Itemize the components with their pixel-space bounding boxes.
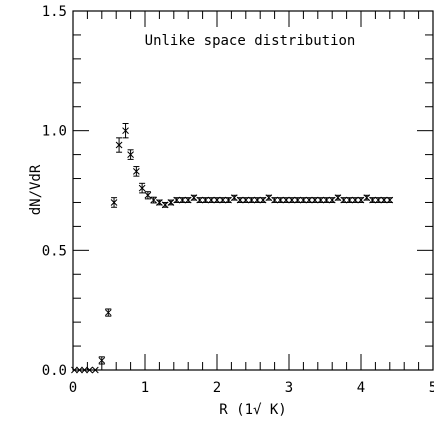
data-point <box>138 182 146 194</box>
data-point <box>71 366 78 374</box>
data-point <box>207 196 215 204</box>
x-axis-label: R (1√ K) <box>219 402 286 418</box>
data-point <box>386 196 394 204</box>
data-point <box>305 196 313 204</box>
data-point <box>351 196 359 204</box>
x-tick-label: 1 <box>141 380 149 396</box>
data-point <box>294 196 301 204</box>
data-point <box>236 196 244 204</box>
data-point <box>110 197 118 208</box>
data-point <box>91 366 99 374</box>
data-point <box>248 196 255 204</box>
data-point <box>282 196 290 204</box>
data-point <box>150 196 157 204</box>
data-point <box>328 196 336 204</box>
data-point <box>340 196 348 204</box>
data-point <box>219 196 227 204</box>
data-point <box>369 196 376 204</box>
data-point <box>225 196 232 204</box>
data-point <box>98 356 106 365</box>
x-tick-labels: 0 1 2 3 4 5 <box>69 380 434 396</box>
data-point <box>300 196 307 204</box>
data-point <box>357 196 365 204</box>
data-point <box>122 122 129 139</box>
data-point <box>190 194 198 202</box>
data-points <box>71 122 394 374</box>
data-point <box>144 191 152 200</box>
data-point <box>127 149 134 160</box>
data-point <box>76 366 83 374</box>
x-tick-label: 3 <box>285 380 293 396</box>
y-tick-label: 1.5 <box>42 4 67 20</box>
data-point <box>115 137 123 153</box>
data-point <box>133 166 140 177</box>
data-point <box>167 199 175 206</box>
data-point <box>317 196 325 204</box>
data-point <box>346 196 353 204</box>
data-point <box>253 196 261 204</box>
y-axis-label: dN/VdR <box>28 164 44 215</box>
data-point <box>259 196 267 204</box>
data-point <box>179 196 186 204</box>
data-point <box>242 196 250 204</box>
x-ticks <box>72 11 434 370</box>
x-tick-label: 0 <box>69 380 77 396</box>
data-point <box>86 366 93 374</box>
plot-frame <box>72 10 434 371</box>
data-point <box>196 196 204 204</box>
data-point <box>334 194 342 202</box>
y-tick-label: 0.5 <box>42 243 67 259</box>
x-tick-label: 2 <box>213 380 221 396</box>
data-point <box>380 196 388 204</box>
data-point <box>184 196 192 204</box>
data-point <box>104 308 112 317</box>
x-tick-label: 4 <box>357 380 365 396</box>
chart-title: Unlike space distribution <box>145 33 356 49</box>
data-point <box>265 194 273 202</box>
data-point <box>363 194 371 202</box>
data-point <box>288 196 296 204</box>
y-tick-label: 0.0 <box>42 363 67 379</box>
data-point <box>271 196 278 204</box>
y-ticks <box>73 10 433 371</box>
data-point <box>173 196 181 204</box>
data-point <box>311 196 319 204</box>
data-point <box>202 196 209 204</box>
x-tick-label: 5 <box>429 380 434 396</box>
y-tick-label: 1.0 <box>42 124 67 140</box>
y-tick-labels: 0.0 0.5 1.0 1.5 <box>42 4 67 379</box>
data-point <box>230 194 238 202</box>
data-point <box>156 199 163 206</box>
data-point <box>81 366 88 374</box>
data-point <box>323 196 330 204</box>
data-point <box>374 196 382 204</box>
data-point <box>277 196 284 204</box>
data-point <box>161 201 169 209</box>
data-point <box>213 196 221 204</box>
